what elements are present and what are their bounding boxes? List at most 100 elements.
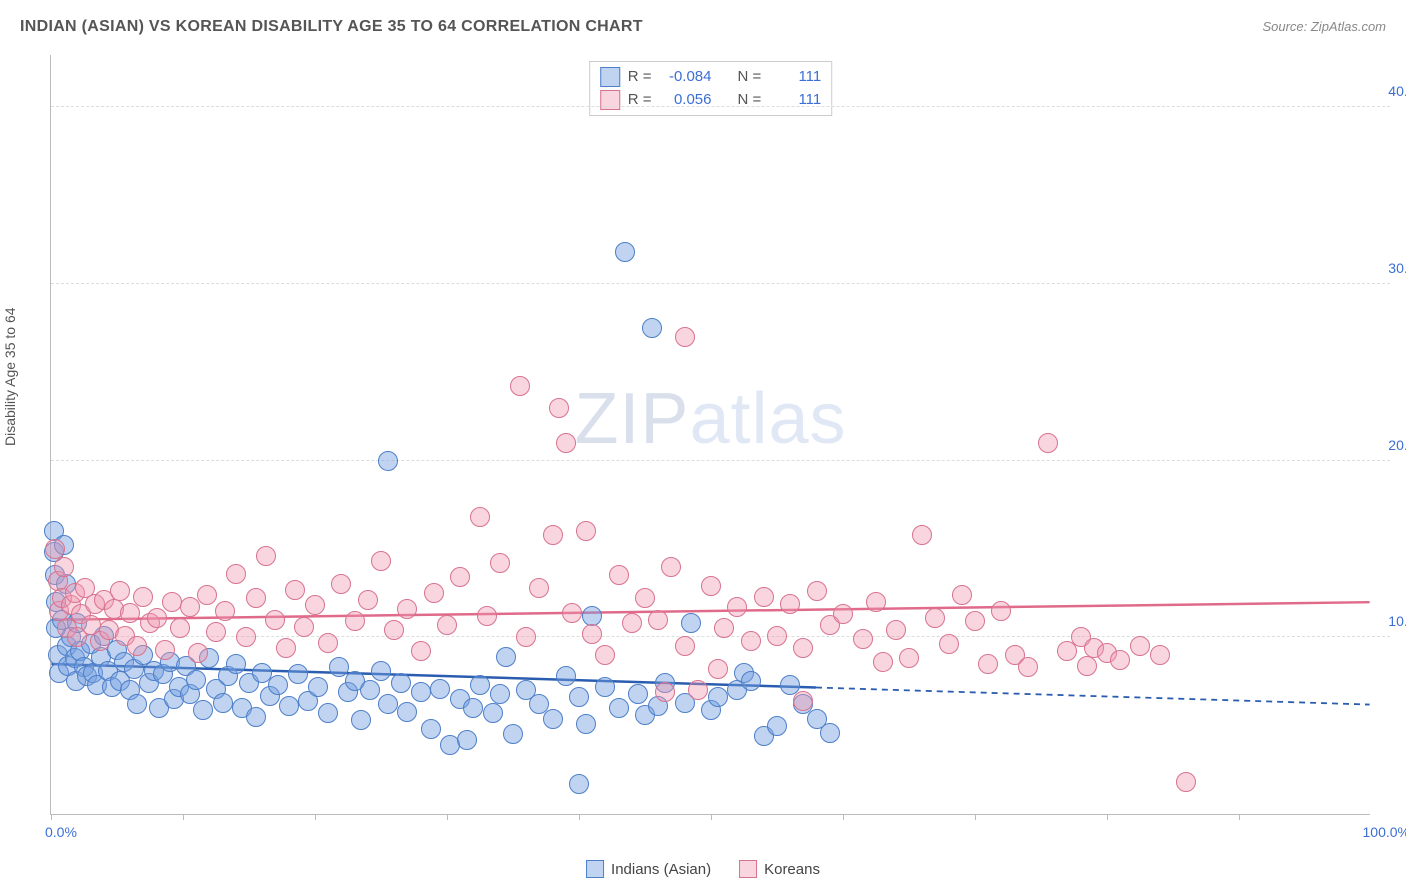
data-point (688, 680, 708, 700)
legend-label: Indians (Asian) (611, 861, 711, 878)
data-point (496, 647, 516, 667)
legend-swatch (739, 860, 757, 878)
data-point (110, 581, 130, 601)
gridline-h (51, 106, 1390, 107)
data-point (767, 716, 787, 736)
x-tick (1239, 814, 1240, 820)
data-point (543, 525, 563, 545)
data-point (873, 652, 893, 672)
data-point (1077, 656, 1097, 676)
data-point (215, 601, 235, 621)
data-point (978, 654, 998, 674)
data-point (186, 670, 206, 690)
data-point (965, 611, 985, 631)
x-tick (711, 814, 712, 820)
data-point (793, 638, 813, 658)
data-point (701, 576, 721, 596)
data-point (727, 597, 747, 617)
data-point (833, 604, 853, 624)
data-point (188, 643, 208, 663)
stat-value-n: 111 (769, 66, 821, 89)
data-point (510, 376, 530, 396)
data-point (279, 696, 299, 716)
data-point (285, 580, 305, 600)
data-point (360, 680, 380, 700)
x-axis-min-label: 0.0% (45, 824, 77, 840)
data-point (952, 585, 972, 605)
data-point (675, 327, 695, 347)
data-point (477, 606, 497, 626)
data-point (886, 620, 906, 640)
data-point (170, 618, 190, 638)
gridline-h (51, 460, 1390, 461)
data-point (226, 564, 246, 584)
data-point (308, 677, 328, 697)
data-point (305, 595, 325, 615)
data-point (1130, 636, 1150, 656)
data-point (661, 557, 681, 577)
data-point (213, 693, 233, 713)
data-point (741, 631, 761, 651)
correlation-stats-box: R =-0.084N =111R =0.056N =111 (589, 61, 833, 116)
data-point (609, 698, 629, 718)
data-point (595, 645, 615, 665)
data-point (925, 608, 945, 628)
data-point (807, 581, 827, 601)
data-point (866, 592, 886, 612)
data-point (655, 682, 675, 702)
data-point (470, 675, 490, 695)
data-point (120, 603, 140, 623)
data-point (197, 585, 217, 605)
data-point (635, 588, 655, 608)
series-legend: Indians (Asian)Koreans (586, 860, 820, 878)
data-point (543, 709, 563, 729)
data-point (490, 553, 510, 573)
data-point (351, 710, 371, 730)
data-point (470, 507, 490, 527)
data-point (268, 675, 288, 695)
data-point (675, 636, 695, 656)
data-point (180, 597, 200, 617)
data-point (397, 599, 417, 619)
x-tick (579, 814, 580, 820)
x-tick (1107, 814, 1108, 820)
stat-label-r: R = (628, 66, 652, 89)
data-point (576, 714, 596, 734)
data-point (708, 687, 728, 707)
data-point (265, 610, 285, 630)
data-point (556, 433, 576, 453)
data-point (562, 603, 582, 623)
y-tick-label: 20.0% (1388, 437, 1406, 453)
data-point (127, 636, 147, 656)
data-point (648, 610, 668, 630)
legend-swatch (586, 860, 604, 878)
data-point (1150, 645, 1170, 665)
data-point (371, 661, 391, 681)
data-point (899, 648, 919, 668)
data-point (490, 684, 510, 704)
y-tick-label: 10.0% (1388, 613, 1406, 629)
data-point (246, 588, 266, 608)
data-point (741, 671, 761, 691)
y-axis-label: Disability Age 35 to 64 (2, 307, 18, 446)
data-point (133, 587, 153, 607)
data-point (457, 730, 477, 750)
stat-value-r: -0.084 (660, 66, 712, 89)
data-point (714, 618, 734, 638)
legend-item: Indians (Asian) (586, 860, 711, 878)
source-attribution: Source: ZipAtlas.com (1262, 19, 1386, 34)
x-tick (843, 814, 844, 820)
stat-value-r: 0.056 (660, 89, 712, 112)
data-point (483, 703, 503, 723)
x-tick (447, 814, 448, 820)
data-point (331, 574, 351, 594)
stats-row: R =0.056N =111 (600, 89, 822, 112)
data-point (206, 622, 226, 642)
data-point (1176, 772, 1196, 792)
data-point (421, 719, 441, 739)
data-point (147, 608, 167, 628)
data-point (430, 679, 450, 699)
x-tick (183, 814, 184, 820)
data-point (411, 682, 431, 702)
data-point (371, 551, 391, 571)
